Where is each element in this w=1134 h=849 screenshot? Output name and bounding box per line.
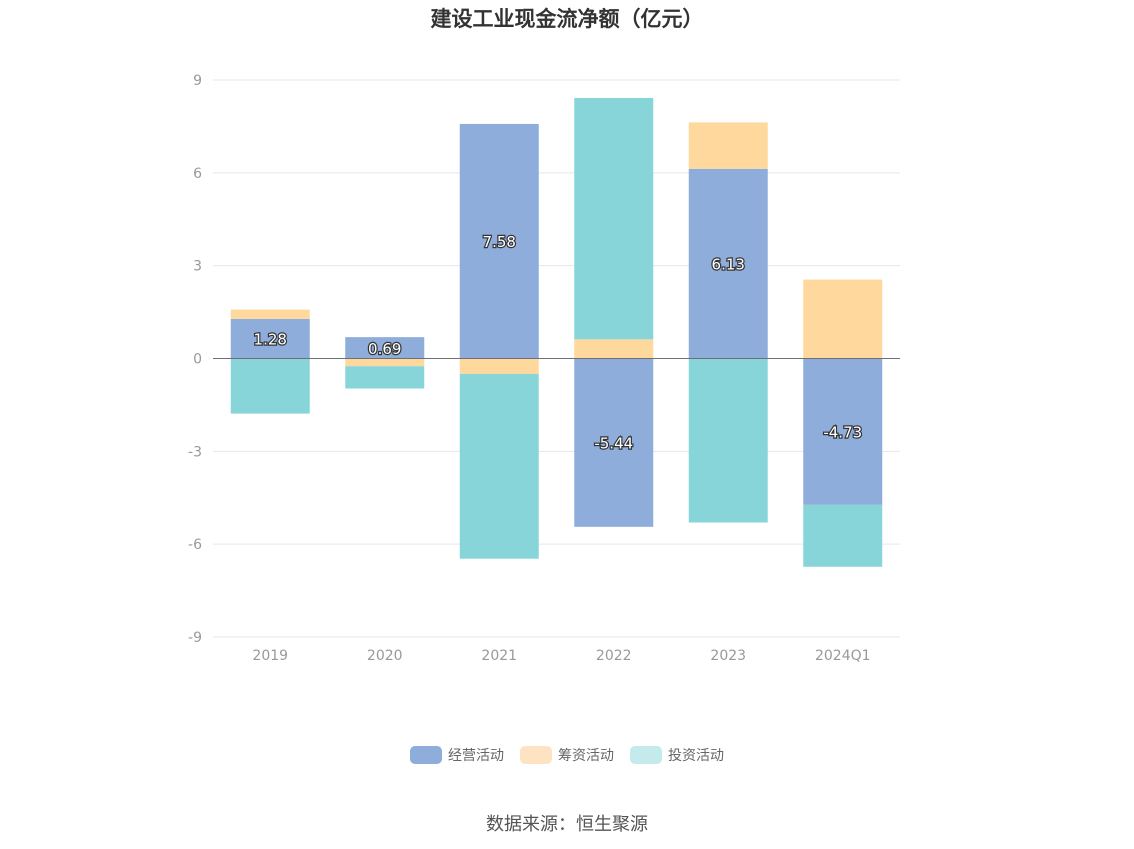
legend-item-financing[interactable]: 筹资活动: [520, 745, 614, 765]
data-label: 1.28: [254, 331, 287, 349]
y-tick-label: 0: [193, 352, 202, 368]
source-note: 数据来源：恒生聚源: [486, 814, 648, 835]
bar-segment[interactable]: [230, 358, 310, 414]
y-tick-label: -6: [188, 537, 202, 553]
bar-layer: [230, 97, 883, 567]
legend-label-operating: 经营活动: [448, 748, 504, 764]
x-tick-label: 2023: [710, 648, 746, 664]
bar-segment[interactable]: [459, 123, 539, 359]
bar-segment[interactable]: [688, 168, 768, 359]
y-tick-label: -9: [188, 630, 202, 646]
x-tick-label: 2021: [481, 648, 517, 664]
bar-segment[interactable]: [230, 309, 310, 319]
bar-segment[interactable]: [230, 318, 310, 359]
grid-layer: 9 6 3 0 -3 -6 -9 2019 2020 2021 2022 2023 2024Q1: [188, 73, 900, 664]
legend: 经营活动 筹资活动 投资活动: [0, 745, 1134, 765]
bar-segment[interactable]: [345, 366, 425, 389]
bar-segment[interactable]: [803, 358, 883, 505]
y-tick-label: 9: [193, 73, 202, 89]
y-tick-label: -3: [188, 444, 202, 460]
bar-segment[interactable]: [688, 358, 768, 523]
legend-swatch-financing: [520, 746, 552, 764]
bar-segment[interactable]: [574, 339, 654, 359]
y-tick-label: 6: [193, 166, 202, 182]
bar-segment[interactable]: [345, 358, 425, 367]
bar-segment[interactable]: [345, 337, 425, 359]
legend-swatch-investing: [630, 746, 662, 764]
x-tick-label: 2022: [596, 648, 632, 664]
bar-segment[interactable]: [803, 279, 883, 359]
data-label: 0.69: [368, 340, 401, 358]
bar-segment[interactable]: [459, 373, 539, 559]
data-label: -5.44: [594, 435, 633, 453]
y-tick-label: 3: [193, 259, 202, 275]
bar-segment[interactable]: [803, 504, 883, 567]
legend-label-financing: 筹资活动: [558, 748, 614, 764]
chart-title: 建设工业现金流净额（亿元）: [430, 7, 704, 31]
data-label: 7.58: [483, 233, 516, 251]
bar-segment[interactable]: [574, 358, 654, 527]
legend-swatch-operating: [410, 746, 442, 764]
bar-segment[interactable]: [459, 358, 539, 374]
bar-segment[interactable]: [574, 97, 654, 340]
legend-item-investing[interactable]: 投资活动: [630, 745, 724, 765]
x-tick-label: 2019: [252, 648, 288, 664]
data-label: 6.13: [712, 256, 745, 274]
bar-segment[interactable]: [688, 122, 768, 169]
label-layer: 1.28 0.69 7.58 -5.44 6.13 -4.73: [213, 232, 900, 454]
data-label: -4.73: [823, 424, 862, 442]
legend-label-investing: 投资活动: [668, 748, 724, 764]
legend-item-operating[interactable]: 经营活动: [410, 745, 504, 765]
x-tick-label: 2020: [367, 648, 403, 664]
x-tick-label: 2024Q1: [815, 648, 871, 664]
